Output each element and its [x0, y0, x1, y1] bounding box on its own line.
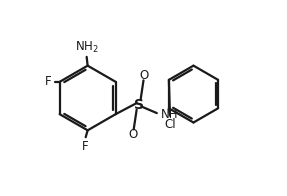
- Text: O: O: [140, 69, 149, 82]
- Text: F: F: [45, 75, 52, 88]
- Text: O: O: [128, 128, 137, 141]
- Text: S: S: [134, 98, 144, 112]
- Text: Cl: Cl: [164, 118, 176, 131]
- Text: F: F: [82, 140, 89, 153]
- Text: NH: NH: [161, 108, 179, 121]
- Text: NH$_2$: NH$_2$: [75, 40, 98, 55]
